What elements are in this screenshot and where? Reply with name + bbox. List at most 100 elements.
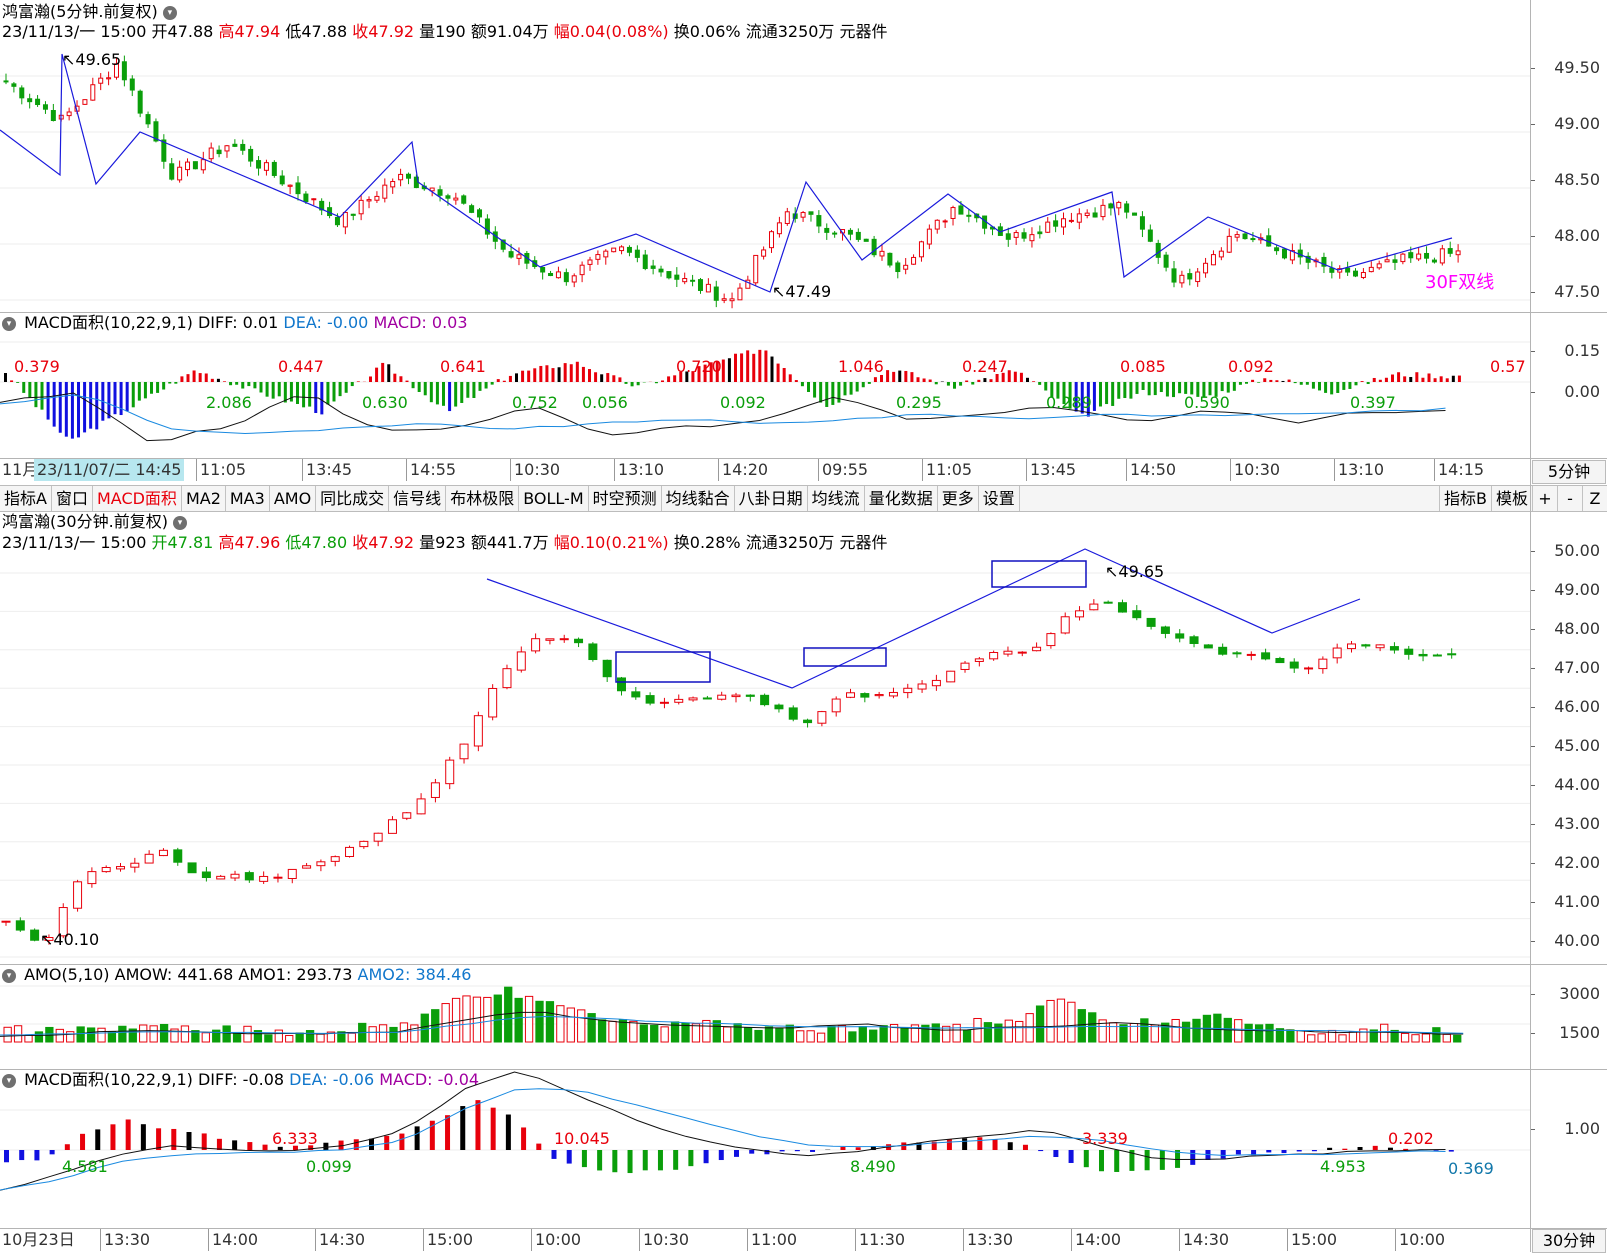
volume-bar [160, 1024, 167, 1042]
chart-label: 0.720 [676, 357, 722, 376]
candle-body [560, 639, 568, 640]
volume-bar [598, 1020, 605, 1042]
mid-candlestick-chart[interactable] [0, 555, 1530, 965]
tool-macd-area[interactable]: MACD面积 [93, 486, 182, 511]
candle-body [714, 287, 718, 300]
candle-body [462, 196, 466, 203]
macd-bar [126, 382, 129, 411]
chevron-down-icon[interactable]: ▾ [2, 317, 16, 331]
tool-amo[interactable]: AMO [270, 486, 316, 511]
macd-bar [862, 382, 865, 387]
macd-bar [810, 1150, 815, 1152]
candle-body [904, 688, 912, 692]
tool-indicator-a[interactable]: 指标A [0, 486, 52, 511]
candle-body [1409, 253, 1413, 258]
chevron-down-icon[interactable]: ▾ [163, 6, 177, 20]
tool-template[interactable]: 模板 [1491, 486, 1532, 511]
volume-bar [838, 1026, 845, 1042]
quote-float: 流通3250万 [746, 22, 835, 41]
macd-bar [558, 367, 561, 382]
candle-body [102, 868, 110, 872]
candle-body [122, 62, 126, 80]
candle-body [961, 663, 969, 669]
macd-axis-tick: 0.15 [1536, 342, 1600, 360]
mid-chart-title[interactable]: 鸿富瀚(30分钟.前复权) [2, 512, 168, 531]
amo-title[interactable]: AMO(5,10) [24, 965, 109, 984]
candle-body [478, 210, 482, 217]
volume-bar [828, 1026, 835, 1042]
period-5min-button[interactable]: 5分钟 [1532, 460, 1606, 484]
macd-bar [965, 381, 968, 382]
tool-window[interactable]: 窗口 [52, 486, 93, 511]
tool-quant-data[interactable]: 量化数据 [865, 486, 938, 511]
macd-bar [399, 1134, 404, 1150]
macd-bar [95, 1129, 100, 1150]
tool-yoy-volume[interactable]: 同比成交 [316, 486, 389, 511]
volume-bar [1401, 1033, 1408, 1042]
macd-title[interactable]: MACD面积(10,22,9,1) [24, 313, 193, 332]
toolbar-right: 指标B 模板 + - Z [1439, 486, 1607, 511]
chevron-down-icon[interactable]: ▾ [2, 969, 16, 983]
macd-bar [1123, 382, 1126, 398]
macd-bar [466, 382, 469, 398]
candle-body [517, 652, 525, 670]
candle-body [131, 863, 139, 867]
candle-body [209, 148, 213, 159]
volume-bar [1318, 1034, 1325, 1042]
tool-ma-flow[interactable]: 均线流 [808, 486, 865, 511]
zoom-reset-button[interactable]: Z [1582, 486, 1607, 511]
amo-volume-chart[interactable] [0, 986, 1530, 1068]
tool-bagua-date[interactable]: 八卦日期 [735, 486, 808, 511]
time-label: 13:10 [1334, 459, 1384, 481]
candle-body [1361, 273, 1365, 278]
volume-bar [1057, 999, 1064, 1042]
zoom-in-button[interactable]: + [1532, 486, 1557, 511]
tool-settings[interactable]: 设置 [979, 486, 1020, 511]
macd-bar [977, 1137, 982, 1150]
macd-title[interactable]: MACD面积(10,22,9,1) [24, 1070, 193, 1089]
macd-bar [1245, 382, 1248, 384]
candle-body [1333, 648, 1341, 658]
tool-boll-limit[interactable]: 布林极限 [446, 486, 519, 511]
candle-body [589, 644, 597, 660]
tool-indicator-b[interactable]: 指标B [1439, 486, 1491, 511]
tool-signal-line[interactable]: 信号线 [389, 486, 446, 511]
macd-bar [959, 382, 962, 386]
macd-bar [935, 382, 938, 384]
time-label: 14:50 [1126, 459, 1176, 481]
volume-bar [25, 1035, 32, 1042]
macd-bar [497, 379, 500, 382]
tool-ma2[interactable]: MA2 [182, 486, 226, 511]
candle-body [406, 174, 410, 178]
candle-body [889, 692, 897, 695]
zoom-out-button[interactable]: - [1557, 486, 1582, 511]
candle-body [732, 695, 740, 696]
candle-body [296, 183, 300, 194]
macd-bar [424, 382, 427, 395]
macd-bar [1142, 382, 1145, 390]
tool-ma3[interactable]: MA3 [226, 486, 270, 511]
volume-bar [1120, 1025, 1127, 1042]
tool-ma-converge[interactable]: 均线黏合 [662, 486, 735, 511]
macd-bar [114, 382, 117, 414]
top-candlestick-chart[interactable] [0, 42, 1530, 310]
tool-more[interactable]: 更多 [938, 486, 979, 511]
top-chart-title[interactable]: 鸿富瀚(5分钟.前复权) [2, 2, 158, 21]
tool-boll-m[interactable]: BOLL-M [519, 486, 588, 511]
volume-bar [1172, 1019, 1179, 1042]
macd-bar [631, 382, 634, 386]
chevron-down-icon[interactable]: ▾ [173, 516, 187, 530]
chevron-down-icon[interactable]: ▾ [2, 1074, 16, 1088]
tool-time-forecast[interactable]: 时空预测 [589, 486, 662, 511]
candle-body [1038, 232, 1042, 234]
time-label: 14:20 [718, 459, 768, 481]
candle-body [1069, 220, 1073, 221]
candle-body [178, 167, 182, 180]
macd-bar [406, 381, 409, 382]
macd-bar [1428, 373, 1431, 382]
volume-bar [150, 1026, 157, 1042]
candle-body [470, 206, 474, 213]
period-30min-button[interactable]: 30分钟 [1532, 1229, 1606, 1253]
